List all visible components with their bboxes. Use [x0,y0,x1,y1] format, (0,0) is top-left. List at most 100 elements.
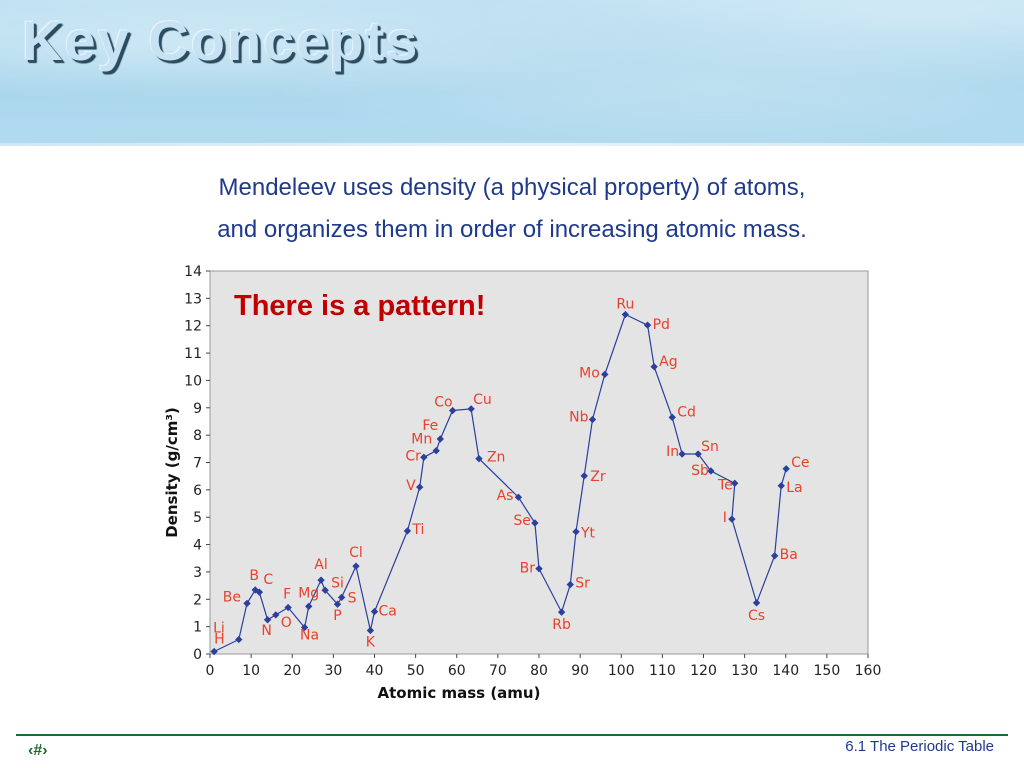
data-point-cs [752,599,761,607]
y-tick-label: 4 [193,538,202,554]
x-tick-label: 0 [206,663,215,679]
x-tick-label: 100 [608,663,635,679]
point-label-ca: Ca [379,604,397,620]
y-tick-label: 3 [193,565,202,581]
y-axis-label: Density (g/cm³) [163,407,181,538]
point-label-sn: Sn [701,439,719,455]
point-label-ba: Ba [780,547,798,563]
slide-title: Key Concepts [22,9,420,72]
y-tick-label: 14 [184,264,202,280]
point-label-cl: Cl [349,545,363,561]
point-label-ce: Ce [791,455,809,471]
point-label-c: C [263,572,273,588]
x-tick-label: 10 [242,663,260,679]
data-point-ag [650,363,658,371]
data-point-s [337,593,346,602]
point-label-be: Be [223,589,241,605]
point-label-i: I [723,510,727,526]
point-label-sb: Sb [691,463,709,479]
x-tick-label: 120 [690,663,717,679]
data-point-nb [588,415,597,424]
point-label-li: Li [213,621,225,637]
data-point-al [317,576,325,584]
point-label-si: Si [331,575,344,591]
point-label-n: N [261,623,271,639]
data-point-sn [694,450,702,458]
point-label-mo: Mo [579,365,600,381]
y-tick-label: 8 [193,428,202,444]
data-point-te [731,479,739,487]
data-point-in [678,450,686,458]
x-tick-label: 60 [448,663,466,679]
slide-subtitle: Mendeleev uses density (a physical prope… [0,167,1024,251]
x-tick-label: 50 [407,663,425,679]
y-tick-label: 5 [193,510,202,526]
point-label-cd: Cd [677,404,696,420]
data-point-sb [707,467,715,475]
point-label-na: Na [300,627,319,643]
data-point-mg [305,602,313,611]
y-tick-label: 0 [193,647,202,663]
point-label-rb: Rb [552,617,571,633]
x-tick-label: 130 [731,663,758,679]
x-axis-label: Atomic mass (amu) [378,684,541,702]
header-banner: Key Concepts [0,0,1024,146]
data-point-ba [770,552,779,560]
x-tick-label: 150 [814,663,841,679]
x-tick-label: 110 [649,663,676,679]
data-point-rb [557,608,566,616]
point-label-zr: Zr [590,469,606,485]
x-tick-label: 40 [366,663,384,679]
point-label-cs: Cs [748,608,765,624]
point-label-b: B [249,568,259,584]
point-label-te: Te [717,477,733,493]
y-tick-label: 11 [184,346,202,362]
data-point-h [210,647,218,656]
data-point-k [366,626,375,635]
y-tick-label: 6 [193,483,202,499]
point-label-o: O [281,615,292,631]
point-label-al: Al [314,557,327,573]
point-label-as: As [497,488,514,504]
data-point-yt [572,528,580,536]
data-point-ca [370,607,379,616]
point-label-pd: Pd [653,317,670,333]
point-label-mg: Mg [298,585,319,601]
x-tick-label: 140 [772,663,799,679]
point-label-sr: Sr [575,576,590,592]
footer-section-title: 6.1 The Periodic Table [845,738,994,755]
data-point-ce [782,465,790,473]
point-label-la: La [786,480,802,496]
pattern-callout: There is a pattern! [234,290,486,322]
subtitle-line-1: Mendeleev uses density (a physical prope… [218,174,806,201]
x-tick-label: 70 [489,663,507,679]
y-tick-label: 10 [184,373,202,389]
y-tick-label: 1 [193,620,202,636]
point-label-f: F [283,586,291,602]
point-label-ag: Ag [659,354,677,370]
point-label-v: V [406,478,416,494]
footer-divider [16,734,1008,736]
point-label-fe: Fe [422,418,438,434]
data-point-i [728,515,736,523]
data-point-br [535,564,543,573]
data-point-na [300,623,309,632]
x-tick-label: 160 [855,663,882,679]
point-label-co: Co [434,395,452,411]
point-label-nb: Nb [569,410,588,426]
subtitle-line-2: and organizes them in order of increasin… [217,216,807,243]
x-tick-label: 80 [530,663,548,679]
y-tick-label: 2 [193,592,202,608]
point-label-in: In [666,444,679,460]
data-point-mn [432,447,440,455]
point-label-p: P [333,608,341,624]
data-point-co [448,406,457,415]
data-point-zr [580,472,588,480]
point-label-cr: Cr [405,448,421,464]
y-tick-label: 7 [193,456,202,472]
data-point-n [263,616,272,624]
point-label-cu: Cu [473,392,492,408]
data-point-sr [566,580,574,589]
data-point-ti [403,527,412,535]
